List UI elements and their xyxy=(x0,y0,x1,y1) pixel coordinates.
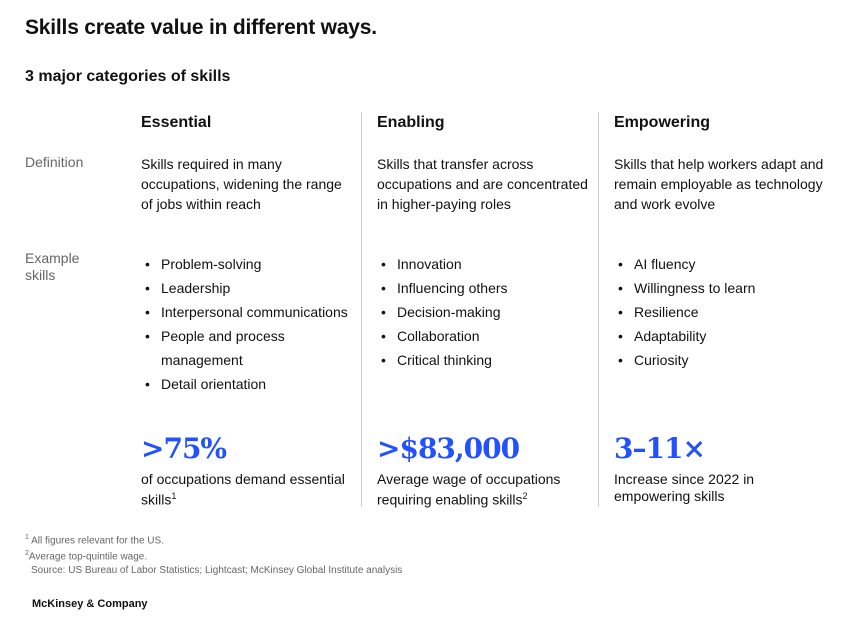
stat-description: Increase since 2022 in empowering skills xyxy=(614,471,755,504)
footnote-text: All figures relevant for the US. xyxy=(31,535,164,547)
list-item: People and process management xyxy=(145,324,361,372)
section-subtitle: 3 major categories of skills xyxy=(25,68,231,85)
category-heading: Enabling xyxy=(377,114,445,131)
list-item: Collaboration xyxy=(381,324,597,348)
list-item: Adaptability xyxy=(618,324,834,348)
footnote-marker: 2 xyxy=(522,491,528,501)
category-column-essential: Essential Skills required in many occupa… xyxy=(141,112,356,509)
stat-value: >$83,000 xyxy=(377,432,520,465)
list-item: Influencing others xyxy=(381,276,597,300)
column-divider xyxy=(361,112,362,507)
category-definition: Skills that transfer across occupations … xyxy=(377,156,588,212)
footnote-1: 1 All figures relevant for the US. xyxy=(25,531,402,547)
list-item: AI fluency xyxy=(618,252,834,276)
skills-list: Innovation Influencing others Decision-m… xyxy=(377,252,597,372)
category-heading: Essential xyxy=(141,114,212,131)
stat-value: >75% xyxy=(141,432,227,465)
page-title: Skills create value in different ways. xyxy=(25,16,377,39)
skills-list: AI fluency Willingness to learn Resilien… xyxy=(614,252,834,372)
category-column-enabling: Enabling Skills that transfer across occ… xyxy=(377,112,592,509)
category-column-empowering: Empowering Skills that help workers adap… xyxy=(614,112,829,507)
list-item: Resilience xyxy=(618,300,834,324)
list-item: Problem-solving xyxy=(145,252,361,276)
footnote-2: 2Average top-quintile wage. xyxy=(25,547,402,563)
list-item: Critical thinking xyxy=(381,348,597,372)
list-item: Detail orientation xyxy=(145,372,361,396)
footnote-text: Average top-quintile wage. xyxy=(28,551,148,563)
list-item: Leadership xyxy=(145,276,361,300)
skills-list: Problem-solving Leadership Interpersonal… xyxy=(141,252,361,396)
definition-row-label: Definition xyxy=(25,154,84,170)
stat-description-text: of occupations demand essential skills xyxy=(141,471,345,508)
footnotes: 1 All figures relevant for the US. 2Aver… xyxy=(25,531,402,577)
list-item: Innovation xyxy=(381,252,597,276)
column-divider xyxy=(598,112,599,507)
list-item: Decision-making xyxy=(381,300,597,324)
footnote-mark: 2 xyxy=(25,550,29,558)
stat-description: of occupations demand essential skills1 xyxy=(141,471,356,509)
list-item: Curiosity xyxy=(618,348,834,372)
brand-logo: McKinsey & Company xyxy=(32,598,148,610)
source-note: Source: US Bureau of Labor Statistics; L… xyxy=(31,564,403,576)
category-definition: Skills required in many occupations, wid… xyxy=(141,156,342,212)
stat-description-text: Average wage of occupations requiring en… xyxy=(377,471,561,508)
footnote-mark: 1 xyxy=(25,534,29,541)
list-item: Willingness to learn xyxy=(618,276,834,300)
stat-value: 3–11× xyxy=(614,432,706,465)
example-skills-row-label: Example skills xyxy=(25,250,80,283)
category-heading: Empowering xyxy=(614,114,711,131)
category-definition: Skills that help workers adapt and remai… xyxy=(614,156,824,212)
footnote-marker: 1 xyxy=(171,491,177,501)
list-item: Interpersonal communications xyxy=(145,300,361,324)
stat-description: Average wage of occupations requiring en… xyxy=(377,471,592,509)
